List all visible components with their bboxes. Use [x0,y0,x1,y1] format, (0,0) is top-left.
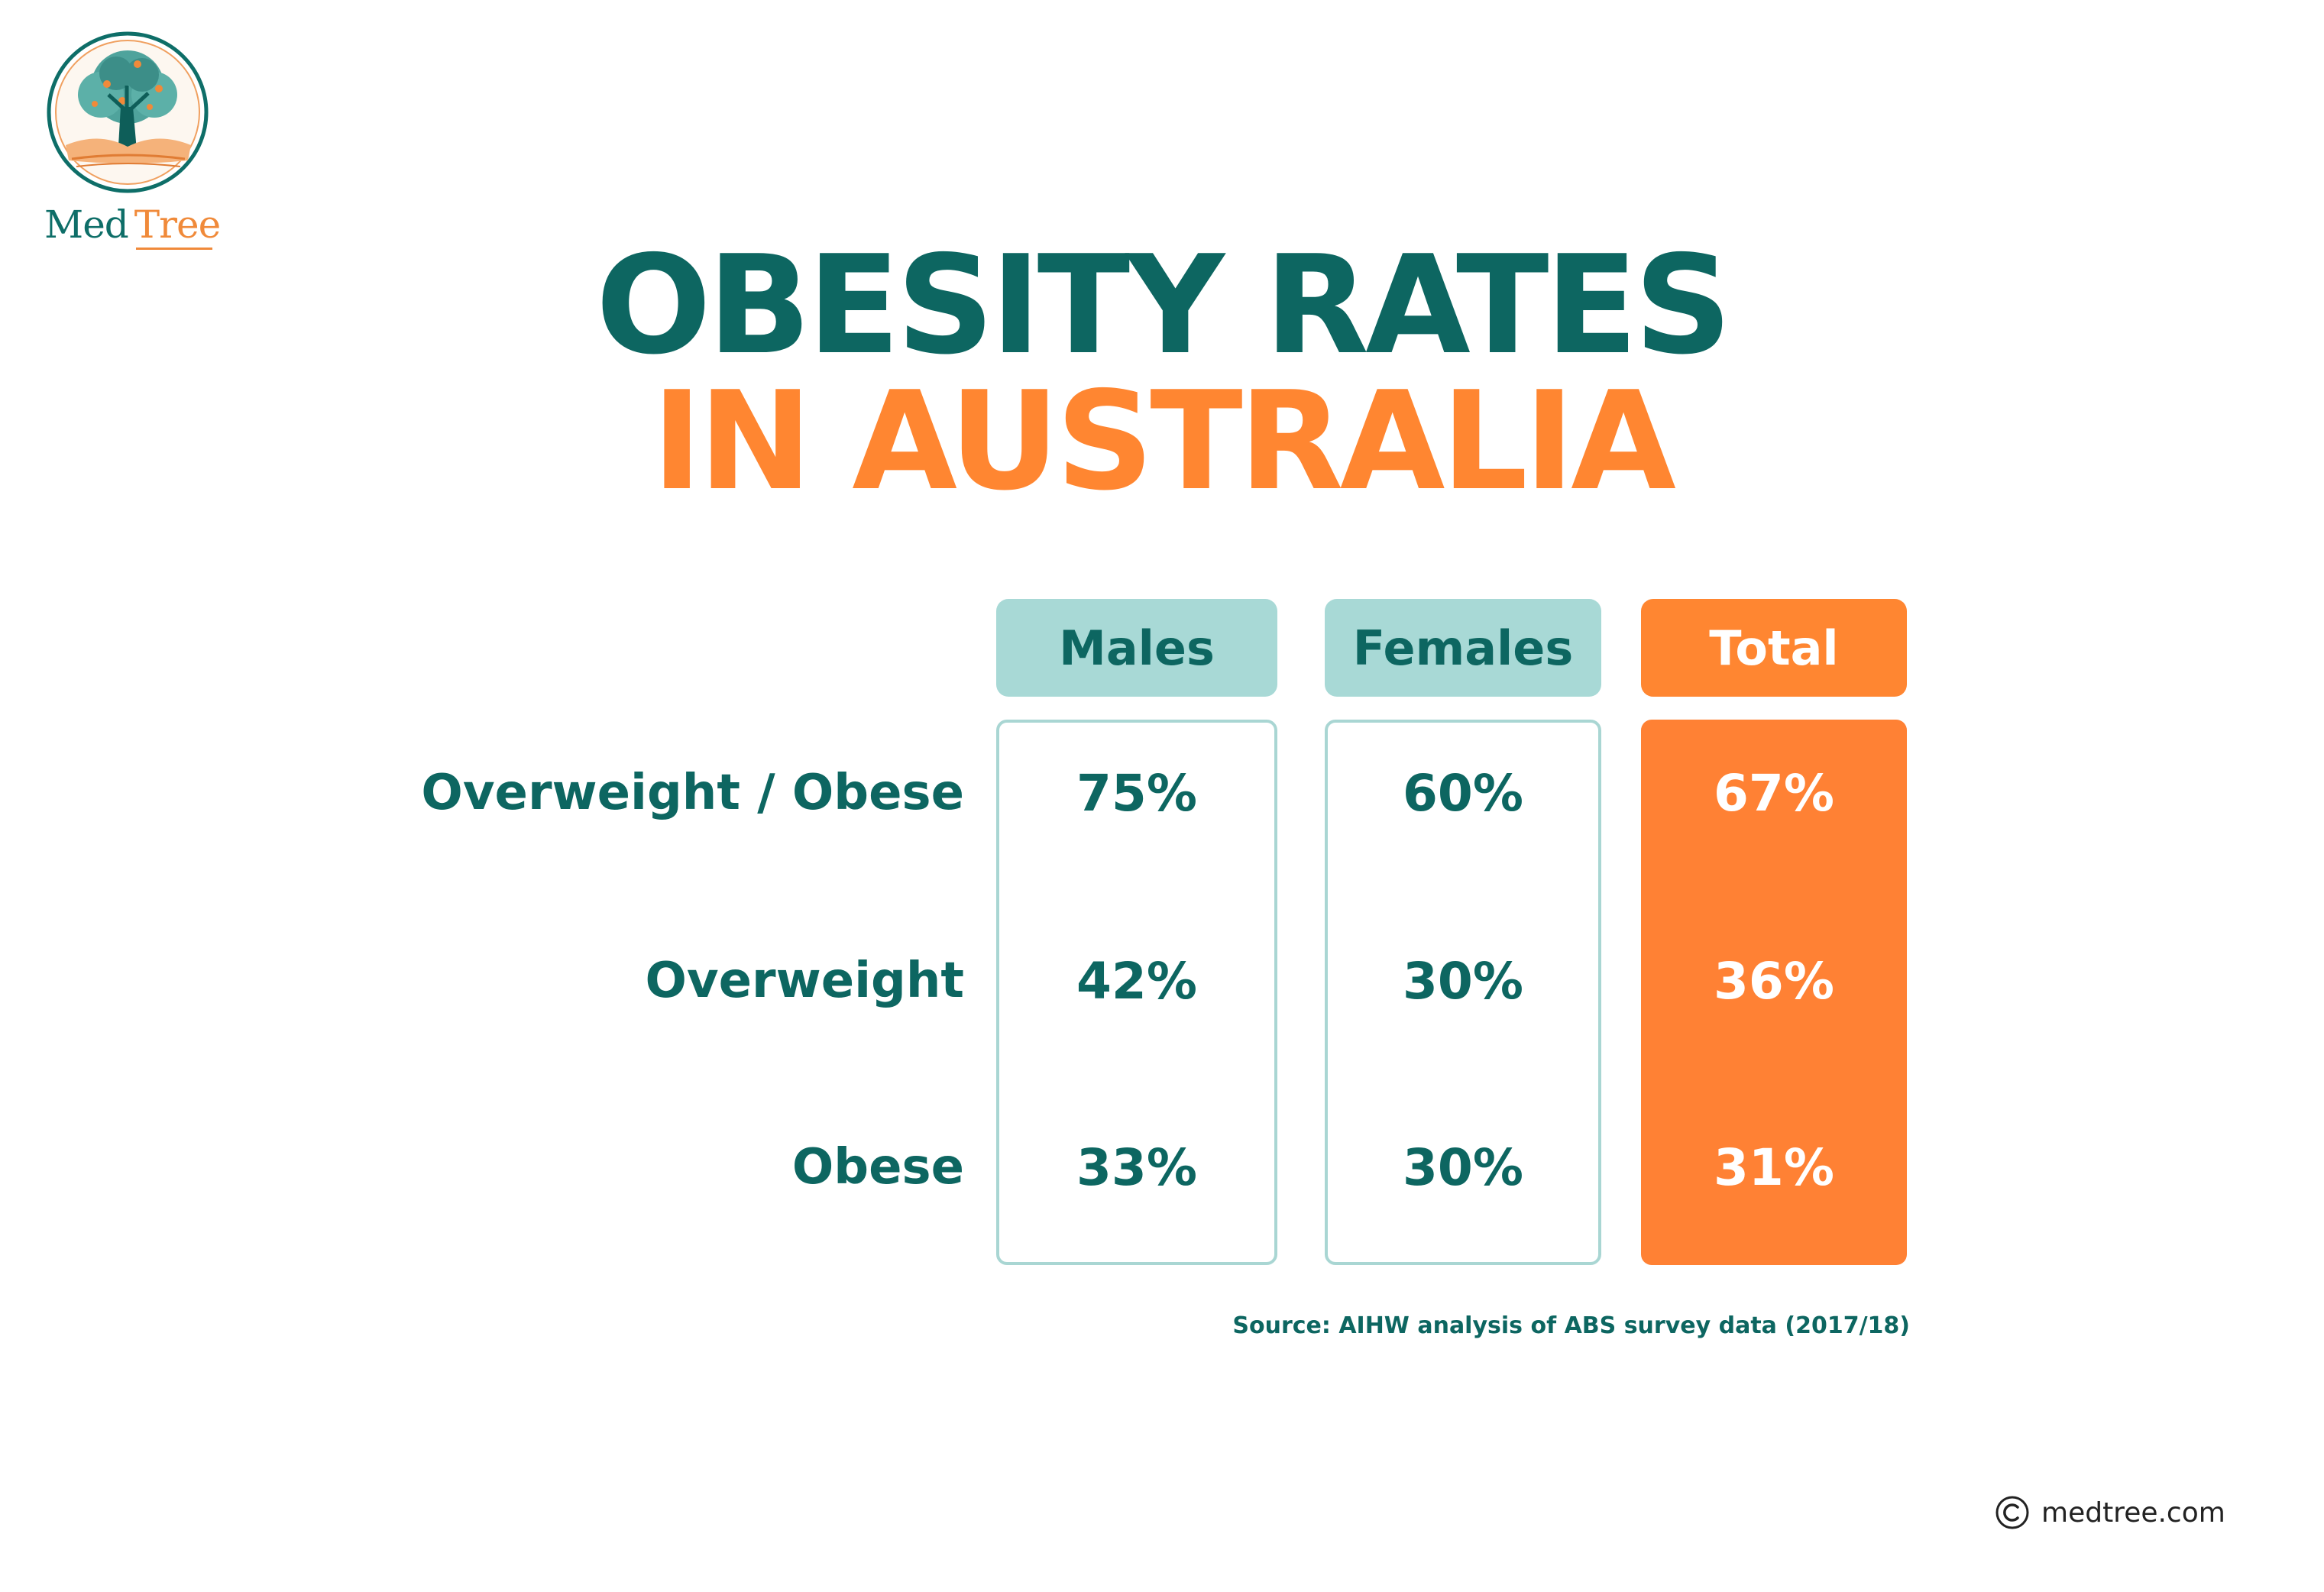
brand-name-tree: Tree [134,202,221,247]
column-box-total [1641,720,1907,1265]
table-cell-total-obese: 31% [1714,1137,1834,1197]
column-box-males [996,720,1277,1265]
title-line-1: OBESITY RATES [595,226,1733,384]
copyright-icon [1995,1496,2029,1529]
table-cell-total-overweight-obese: 67% [1714,763,1834,823]
tree-logo-icon [47,31,209,193]
site-url[interactable]: medtree.com [2041,1497,2225,1529]
title-line-2: IN AUSTRALIA [652,362,1676,520]
brand-underline [136,248,212,250]
column-header-total: Total [1641,599,1907,697]
column-box-females [1325,720,1601,1265]
table-cell-males-obese: 33% [1076,1137,1197,1197]
row-label-overweight-obese: Overweight / Obese [421,765,964,821]
table-cell-females-obese: 30% [1403,1137,1523,1197]
table-cell-males-overweight: 42% [1076,951,1197,1011]
table-cell-females-overweight: 30% [1403,951,1523,1011]
table-cell-total-overweight: 36% [1714,951,1834,1011]
source-note: Source: AIHW analysis of ABS survey data… [1232,1312,1910,1339]
copyright-notice: medtree.com [1994,1490,2254,1535]
brand-wordmark: Med Tree [44,202,221,248]
row-label-obese: Obese [791,1139,964,1196]
medtree-logo: Med Tree [44,31,221,260]
column-header-females: Females [1325,599,1601,697]
brand-name-med: Med [44,202,129,247]
table-cell-males-overweight-obese: 75% [1076,763,1197,823]
row-label-overweight: Overweight [645,953,964,1009]
table-cell-females-overweight-obese: 60% [1403,763,1523,823]
column-header-males: Males [996,599,1277,697]
